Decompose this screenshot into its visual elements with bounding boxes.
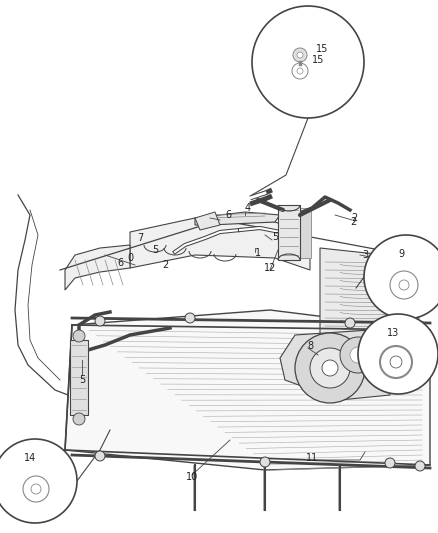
Text: 7: 7 [137,233,143,243]
Circle shape [414,461,424,471]
Circle shape [297,68,302,74]
Text: 5: 5 [79,375,85,385]
Text: 10: 10 [185,472,198,482]
Circle shape [344,318,354,328]
Text: 13: 13 [386,328,398,338]
Text: 2: 2 [350,213,356,223]
Circle shape [389,271,417,299]
Polygon shape [194,212,219,230]
Polygon shape [65,310,429,470]
Circle shape [292,48,306,62]
Text: 3: 3 [361,250,367,260]
Text: 0: 0 [127,253,133,263]
Circle shape [389,356,401,368]
Circle shape [95,451,105,461]
Circle shape [414,321,424,331]
Text: 15: 15 [311,55,323,65]
Circle shape [321,360,337,376]
Text: 2: 2 [162,260,168,270]
Text: 8: 8 [306,341,312,351]
Circle shape [251,6,363,118]
Circle shape [363,235,438,319]
Text: 4: 4 [244,203,251,213]
Polygon shape [319,248,419,355]
Circle shape [357,314,437,394]
Text: 15: 15 [315,44,328,54]
Text: 14: 14 [24,453,36,463]
Circle shape [339,337,375,373]
Text: 2: 2 [349,217,356,227]
Polygon shape [70,340,88,415]
Polygon shape [194,212,279,225]
Circle shape [73,330,85,342]
Circle shape [297,52,302,58]
Polygon shape [130,218,309,270]
Text: 6: 6 [224,210,230,220]
Circle shape [23,476,49,502]
Circle shape [379,346,411,378]
Circle shape [291,63,307,79]
Polygon shape [292,208,310,258]
Text: 5: 5 [271,232,278,242]
Circle shape [309,348,349,388]
Text: 9: 9 [397,249,403,259]
Text: 11: 11 [305,453,318,463]
Circle shape [95,316,105,326]
Polygon shape [277,205,299,260]
Polygon shape [65,245,130,290]
Polygon shape [279,330,394,400]
Circle shape [398,280,408,290]
Circle shape [294,333,364,403]
Circle shape [31,484,41,494]
Text: 1: 1 [254,248,261,258]
Circle shape [0,439,77,523]
Circle shape [349,347,365,363]
Circle shape [259,457,269,467]
Text: 12: 12 [263,263,276,273]
Circle shape [384,458,394,468]
Circle shape [73,413,85,425]
Circle shape [184,313,194,323]
Text: 5: 5 [152,245,158,255]
Text: 6: 6 [117,258,123,268]
